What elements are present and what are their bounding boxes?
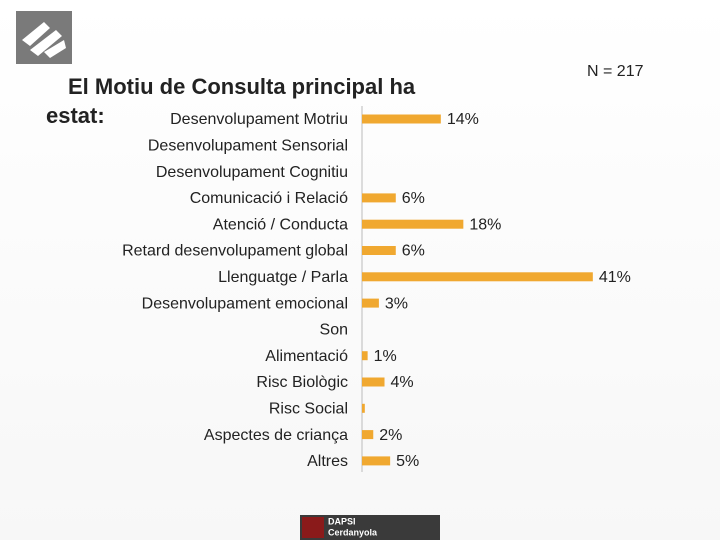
category-label: Son xyxy=(320,322,348,339)
category-label: Risc Biològic xyxy=(256,374,348,391)
category-label: Desenvolupament Motriu xyxy=(170,111,348,128)
category-label: Risc Social xyxy=(269,401,348,418)
bar xyxy=(362,377,385,387)
data-label: 3% xyxy=(385,295,408,312)
category-label: Atenció / Conducta xyxy=(213,216,348,233)
data-label: 14% xyxy=(447,111,479,128)
bar xyxy=(362,272,593,282)
data-label: 5% xyxy=(396,453,419,470)
bar xyxy=(362,403,365,413)
bar xyxy=(362,246,396,255)
category-label: Desenvolupament emocional xyxy=(142,295,348,312)
category-label: Alimentació xyxy=(265,348,348,365)
annotation: N = 217 xyxy=(587,63,644,80)
category-label: Altres xyxy=(307,453,348,470)
data-label: 1% xyxy=(374,348,397,365)
chart-title: El Motiu de Consulta principal ha estat: xyxy=(46,74,416,128)
data-label: 6% xyxy=(402,190,425,207)
data-label: 18% xyxy=(469,216,501,233)
hands-icon xyxy=(22,22,66,58)
category-label: Aspectes de criança xyxy=(204,427,348,444)
bar xyxy=(362,114,441,124)
data-label: 4% xyxy=(391,374,414,391)
footer-logo-text: DAPSI xyxy=(328,516,356,526)
data-label: 2% xyxy=(379,427,402,444)
bar xyxy=(362,456,391,466)
category-label: Desenvolupament Cognitiu xyxy=(156,164,348,181)
data-label: 6% xyxy=(402,243,425,260)
data-label: 41% xyxy=(599,269,631,286)
logo-icon xyxy=(16,11,72,64)
category-label: Desenvolupament Sensorial xyxy=(148,138,348,155)
bar xyxy=(362,193,396,203)
category-label: Retard desenvolupament global xyxy=(122,243,348,260)
category-label: Comunicació i Relació xyxy=(190,190,348,207)
bar xyxy=(362,430,374,440)
bar xyxy=(362,219,464,229)
category-label: Llenguatge / Parla xyxy=(218,269,348,286)
bar xyxy=(362,351,368,361)
bar xyxy=(362,298,379,308)
footer-logo-text: Cerdanyola xyxy=(328,527,378,537)
footer-logo-icon xyxy=(302,517,324,538)
